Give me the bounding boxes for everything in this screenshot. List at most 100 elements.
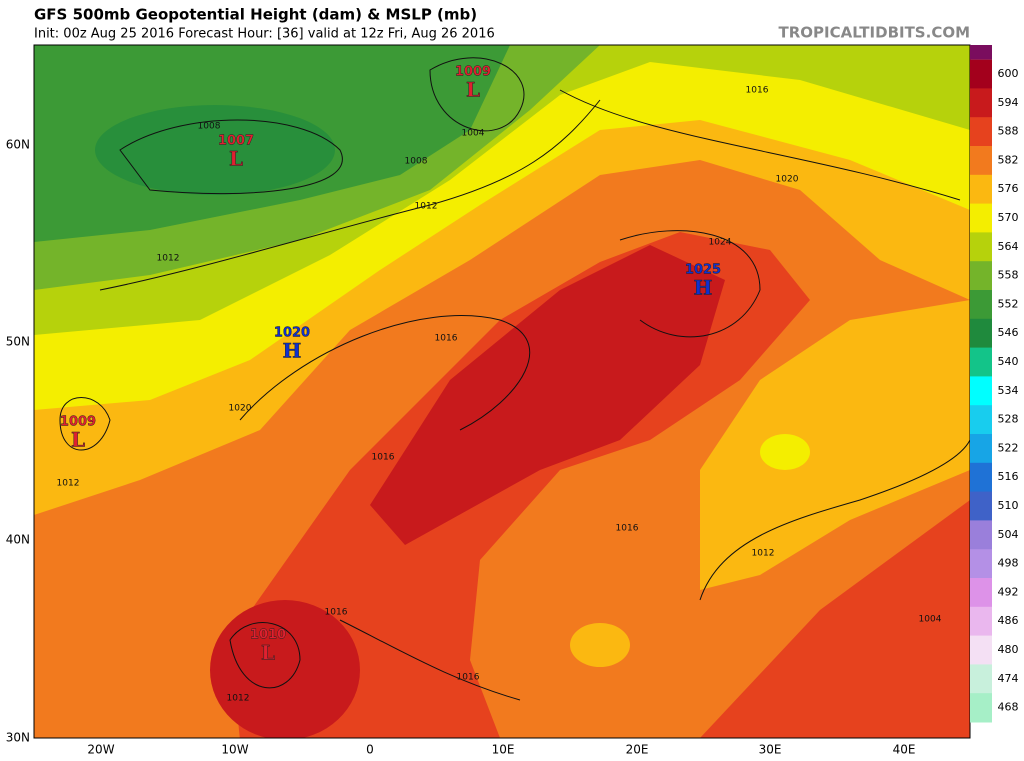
colorbar-swatch [970,59,992,89]
lat-label: 50N [6,335,30,349]
colorbar-label: 486 [998,614,1019,627]
colorbar-label: 516 [998,470,1019,483]
pressure-value: 1007 [218,134,254,149]
colorbar-swatch [970,203,992,233]
contour-label: 1020 [776,175,799,185]
colorbar-swatch [970,606,992,637]
colorbar-swatch [970,232,992,262]
colorbar-swatch [970,693,992,723]
colorbar-swatch [970,146,992,176]
lon-label: 30E [759,743,782,757]
colorbar-swatch [970,462,992,493]
contour-label: 1020 [229,404,252,414]
colorbar-label: 570 [998,211,1019,224]
contour-label: 1024 [709,238,732,248]
lon-label: 40E [893,743,916,757]
colorbar-label: 564 [998,240,1019,253]
colorbar-label: 594 [998,96,1019,109]
pressure-value: 1009 [60,415,96,430]
colorbar-swatch [970,261,992,291]
colorbar-swatch [970,117,992,147]
pressure-value: 1010 [250,628,286,643]
colorbar-label: 492 [998,585,1019,598]
colorbar-label: 558 [998,269,1019,282]
contour-label: 1004 [919,615,942,625]
contour [699,439,970,601]
colorbar-label: 546 [998,326,1019,339]
contour-label: 1016 [325,608,348,618]
colorbar-label: 600 [998,67,1019,80]
pressure-value: 1009 [455,65,491,80]
pressure-symbol: L [261,641,275,665]
contour-label: 1008 [405,157,428,167]
colorbar-swatch [970,520,992,550]
colorbar-top [970,45,992,60]
colorbar-label: 534 [998,384,1019,397]
colorbar-swatch [970,318,992,349]
pressure-symbol: L [229,147,243,171]
colorbar-label: 474 [998,672,1019,685]
lon-label: 20E [626,743,649,757]
subtitle: Init: 00z Aug 25 2016 Forecast Hour: [36… [34,27,495,42]
field [760,434,810,470]
pressure-symbol: L [71,428,85,452]
contour-label: 1016 [457,673,480,683]
colorbar-label: 504 [998,528,1019,541]
colorbar-label: 480 [998,643,1019,656]
colorbar-label: 510 [998,499,1019,512]
contour-label: 1016 [616,524,639,534]
colorbar-label: 498 [998,557,1019,570]
contour [619,230,761,338]
colorbar-swatch [970,664,992,694]
colorbar-swatch [970,434,992,464]
colorbar-label: 588 [998,125,1019,138]
map-fill [34,45,970,738]
colorbar-label: 522 [998,441,1019,454]
colorbar-label: 552 [998,297,1019,310]
pressure-symbol: H [694,276,713,300]
contour-label: 1012 [415,202,438,212]
contour [239,315,531,431]
contour-label: 1012 [57,479,80,489]
colorbar-swatch [970,376,992,406]
colorbar-swatch [970,491,992,521]
colorbar-label: 528 [998,413,1019,426]
contour [229,622,301,689]
lat-label: 60N [6,138,30,152]
colorbar-swatch [970,635,992,665]
colorbar-label: 582 [998,153,1019,166]
field [95,105,335,195]
contour-label: 1016 [435,334,458,344]
lon-label: 10E [492,743,515,757]
colorbar-swatch [970,88,992,118]
field [210,600,360,738]
colorbar-label: 576 [998,182,1019,195]
colorbar-label: 540 [998,355,1019,368]
contour [339,619,521,701]
colorbar-label: 468 [998,701,1019,714]
pressure-symbol: L [466,78,480,102]
contour [119,119,343,195]
lon-label: 20W [87,743,114,757]
colorbar-swatch [970,578,992,608]
pressure-value: 1020 [274,326,310,341]
contour [429,57,525,132]
contour-label: 1012 [227,694,250,704]
colorbar-swatch [970,549,992,579]
field [700,300,970,590]
contour-label: 1004 [462,129,485,139]
lat-label: 40N [6,533,30,547]
contour [59,397,111,451]
field [370,245,725,545]
lon-label: 10W [221,743,248,757]
source: TROPICALTIDBITS.COM [779,24,971,42]
contour-label: 1012 [752,549,775,559]
field [700,500,970,738]
lat-label: 30N [6,731,30,745]
pressure-symbol: H [283,339,302,363]
contour-label: 1016 [746,86,769,96]
field [570,623,630,667]
title: GFS 500mb Geopotential Height (dam) & MS… [34,6,477,24]
colorbar-swatch [970,405,992,435]
